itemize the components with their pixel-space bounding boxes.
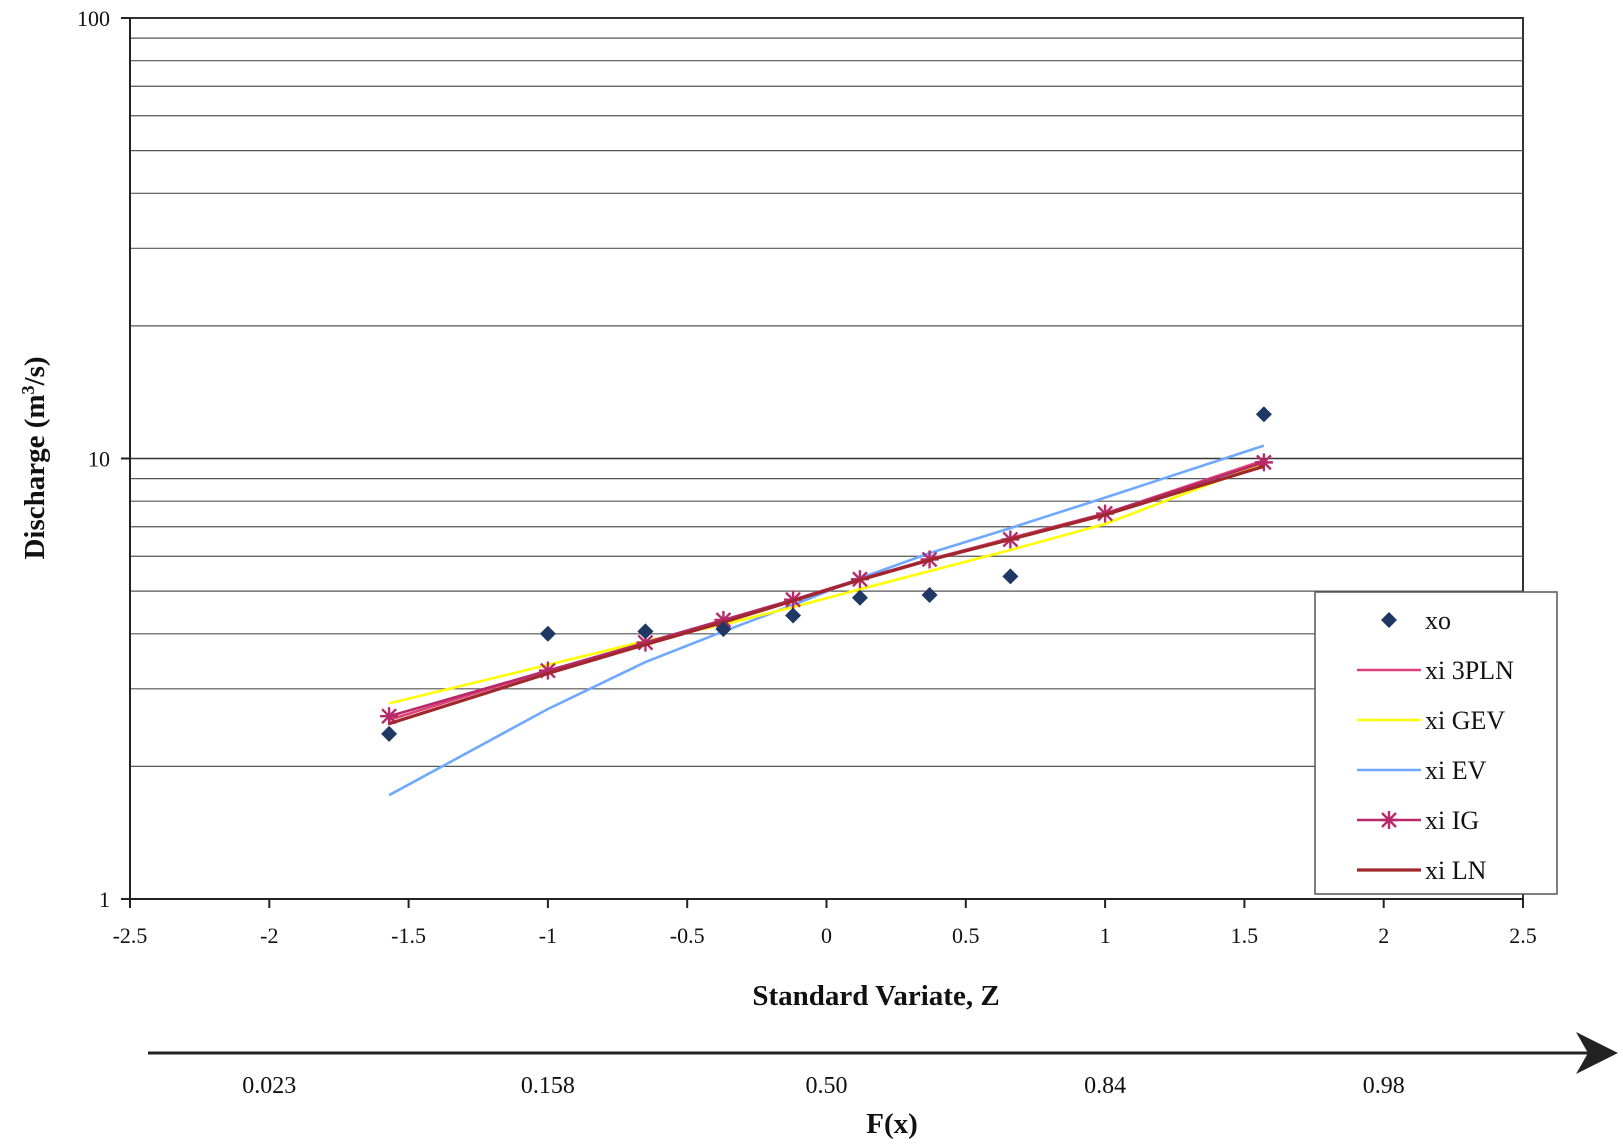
y-tick-labels: 1 10 100 <box>77 6 110 912</box>
data-point-diamond <box>715 621 732 638</box>
data-point-diamond <box>637 623 654 640</box>
data-point-diamond <box>1002 568 1019 585</box>
data-point-star <box>1380 811 1398 829</box>
data-point-diamond <box>921 586 938 603</box>
y-tick-label: 10 <box>88 447 110 472</box>
series-xi-gev <box>388 462 1265 705</box>
legend-label: xi 3PLN <box>1425 656 1514 685</box>
probability-label: 0.98 <box>1363 1073 1405 1099</box>
legend-item: xi IG <box>1357 806 1479 835</box>
legend-label: xi LN <box>1425 856 1487 885</box>
series-xi-ln <box>388 464 1265 726</box>
series-xo <box>381 406 1272 742</box>
x-axis-title: Standard Variate, Z <box>752 980 999 1012</box>
legend-box <box>1314 591 1558 895</box>
data-point-diamond <box>1381 612 1397 628</box>
legend-item: xi 3PLN <box>1357 656 1514 685</box>
legend-item: xo <box>1381 606 1451 635</box>
data-point-diamond <box>785 607 802 624</box>
data-point-diamond <box>1255 406 1272 423</box>
legend: xo xi 3PLN xi GEV xi EV xi IG xi LN <box>1314 591 1558 895</box>
probability-label: 0.50 <box>806 1073 848 1099</box>
x-tick-label: 1 <box>1100 923 1111 948</box>
legend-item: xi GEV <box>1357 706 1505 735</box>
probability-labels: 0.023 0.158 0.50 0.84 0.98 <box>242 1073 1404 1099</box>
probability-label: 0.158 <box>521 1073 575 1099</box>
legend-item: xi LN <box>1357 856 1487 885</box>
data-point-diamond <box>381 725 398 742</box>
y-axis-title-tail: /s) <box>19 356 51 386</box>
y-axis-title-superscript: 3 <box>18 385 38 394</box>
legend-item: xi EV <box>1357 756 1487 785</box>
probability-label: 0.84 <box>1084 1073 1126 1099</box>
x-tick-label: 2 <box>1378 923 1389 948</box>
y-axis-title: Discharge (m3/s) <box>18 356 51 559</box>
y-axis-title-base: Discharge (m <box>19 394 51 559</box>
x-tick-label: -2 <box>260 923 278 948</box>
x-tick-label: 2.5 <box>1509 923 1537 948</box>
legend-items: xo xi 3PLN xi GEV xi EV xi IG xi LN <box>1357 606 1514 885</box>
data-point-diamond <box>539 625 556 642</box>
data-point-diamond <box>851 589 868 606</box>
x-tick-label: 1.5 <box>1231 923 1259 948</box>
legend-label: xo <box>1425 606 1451 635</box>
x-tick-label: -1.5 <box>391 923 426 948</box>
legend-label: xi IG <box>1425 806 1479 835</box>
probability-axis-title: F(x) <box>866 1108 918 1140</box>
series-layer <box>380 406 1273 797</box>
x-tick-labels: -2.5 -2 -1.5 -1 -0.5 0 0.5 1 1.5 2 2.5 <box>113 923 1537 948</box>
x-tick-label: 0 <box>821 923 832 948</box>
x-tick-label: -0.5 <box>670 923 705 948</box>
x-tick-label: -1 <box>539 923 557 948</box>
legend-label: xi EV <box>1425 756 1487 785</box>
grid-lines <box>130 17 1523 767</box>
series-line <box>388 462 1265 705</box>
y-tick-label: 100 <box>77 6 110 31</box>
series-line <box>388 464 1265 726</box>
legend-label: xi GEV <box>1425 706 1505 735</box>
axes <box>121 17 1524 908</box>
x-tick-label: -2.5 <box>113 923 148 948</box>
y-tick-label: 1 <box>99 887 110 912</box>
probability-label: 0.023 <box>242 1073 296 1099</box>
x-tick-label: 0.5 <box>952 923 980 948</box>
